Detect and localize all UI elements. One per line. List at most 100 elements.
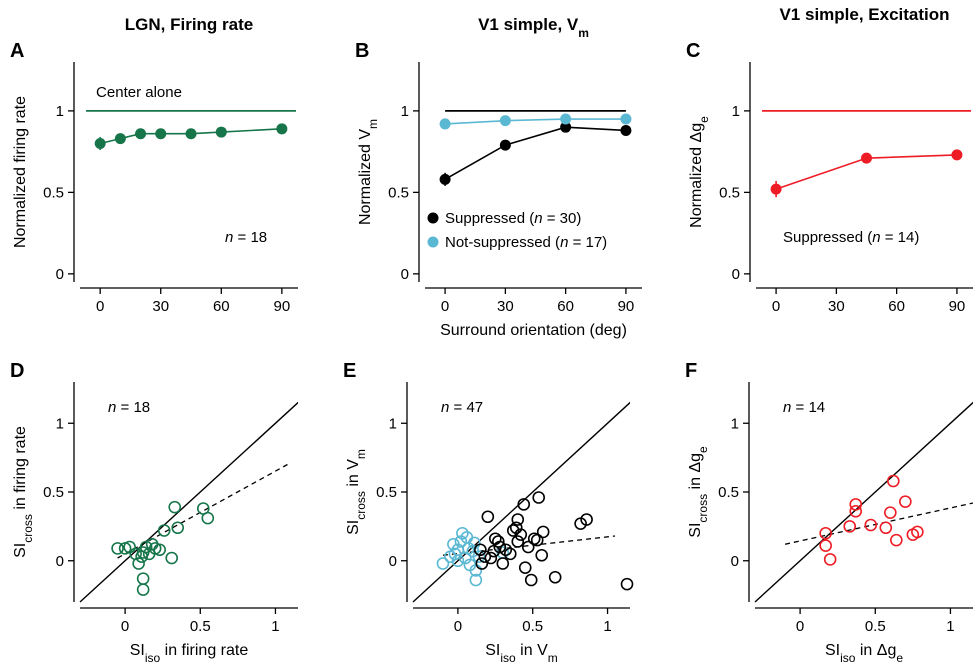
scatter-point: [456, 526, 469, 540]
data-point: [215, 126, 227, 138]
y-axis-label-text: Normalized Δg: [688, 123, 705, 228]
y-axis-label: Normalized Δge: [688, 116, 711, 228]
x-axis-label-sub2: m: [548, 651, 558, 663]
x-axis-label-text: Surround orientation (deg): [440, 322, 627, 339]
n-annotation: n = 47: [441, 399, 483, 416]
y-axis-label-text: Normalized V: [357, 129, 374, 225]
panel-title: V1 simple, Vm: [478, 15, 589, 40]
y-tick-label: 0: [731, 553, 739, 570]
data-point: [499, 139, 511, 151]
scatter-point: [879, 521, 893, 535]
scatter-point: [136, 583, 150, 596]
y-axis-label-sub: e: [697, 116, 711, 123]
scatter-point: [620, 577, 634, 591]
data-point: [620, 124, 632, 136]
n-annotation: n = 14: [783, 399, 825, 416]
y-tick-label: 0: [401, 266, 409, 283]
y-tick-label: 0.5: [719, 184, 740, 201]
legend-marker: [427, 212, 439, 224]
y-tick-label: 1: [56, 103, 64, 120]
x-tick-label: 90: [618, 298, 635, 315]
scatter-point: [890, 533, 903, 547]
x-axis-label-rest: in V: [516, 642, 548, 659]
scatter-point: [518, 561, 532, 574]
data-point: [951, 149, 963, 161]
scatter-point: [499, 543, 513, 557]
n-label: n: [872, 229, 880, 246]
scatter-point: [481, 510, 495, 524]
data-point: [276, 123, 288, 135]
y-axis-label-text: Normalized firing rate: [12, 96, 29, 248]
scatter-point: [511, 535, 525, 548]
scatter-point: [511, 513, 525, 526]
scatter-point: [548, 570, 562, 584]
y-tick-label: 1: [731, 415, 739, 432]
y-axis-label: SIcross in Vm: [345, 449, 368, 535]
x-tick-label: 0: [454, 618, 462, 635]
scatter-point: [492, 535, 505, 548]
x-axis-label: SIiso in Δge: [825, 642, 903, 663]
scatter-point: [849, 498, 863, 511]
n-value: = 14: [791, 399, 825, 416]
x-tick-label: 60: [213, 298, 230, 315]
scatter-point: [580, 513, 593, 526]
scatter-point: [157, 524, 171, 537]
data-point: [861, 152, 873, 164]
data-point: [560, 121, 572, 133]
x-tick-label: 0: [772, 298, 780, 315]
legend-label: Not-suppressed (n = 17): [445, 234, 607, 251]
panel-letter: B: [355, 40, 369, 62]
data-point: [439, 118, 451, 130]
data-point: [499, 115, 511, 127]
panel-title: LGN, Firing rate: [125, 15, 253, 34]
legend-label-text: Not-suppressed (: [445, 234, 560, 251]
x-axis-label-text: SI: [825, 642, 840, 659]
x-axis-label-rest: in Δg: [855, 642, 896, 659]
data-point: [620, 113, 632, 125]
y-axis-label: Normalized firing rate: [12, 96, 29, 248]
panel-letter: F: [685, 360, 697, 382]
n-value: = 47: [449, 399, 483, 416]
scatter-point: [475, 557, 489, 570]
scatter-point: [536, 525, 550, 539]
scatter-point: [506, 524, 520, 537]
y-axis-label-rest: in Δg: [687, 453, 704, 494]
scatter-point: [524, 573, 538, 587]
y-axis-label-sub: cross: [21, 514, 35, 543]
data-point: [94, 137, 106, 149]
x-axis-label-rest: in firing rate: [160, 642, 248, 659]
x-tick-label: 30: [152, 298, 169, 315]
x-tick-label: 0: [441, 298, 449, 315]
x-axis-label-sub: iso: [145, 651, 161, 663]
x-tick-label: 30: [497, 298, 514, 315]
scatter-point: [823, 553, 837, 566]
n-label: n: [225, 229, 233, 246]
y-axis-label-rest: in firing rate: [12, 426, 29, 514]
x-tick-label: 1: [271, 618, 279, 635]
scatter-point: [469, 573, 483, 587]
x-tick-label: 0.5: [190, 618, 211, 635]
x-axis-label-text: SI: [485, 642, 500, 659]
x-axis-label-sub: iso: [840, 651, 856, 663]
n-annotation: Suppressed (n = 14): [783, 229, 919, 246]
x-tick-label: 0: [96, 298, 104, 315]
scatter-point: [171, 521, 185, 535]
scatter-point: [884, 506, 897, 519]
scatter-point: [509, 521, 523, 535]
panel-title-text: V1 simple, Excitation: [779, 5, 949, 24]
scatter-point: [168, 500, 182, 514]
data-point: [155, 128, 167, 140]
x-axis-label: Surround orientation (deg): [440, 322, 627, 339]
legend-n-value: = 30): [543, 210, 582, 227]
y-axis-label-text: SI: [687, 523, 704, 538]
series-line: [445, 118, 626, 125]
x-tick-label: 1: [603, 618, 611, 635]
x-tick-label: 90: [274, 298, 291, 315]
data-point: [185, 128, 197, 140]
scatter-point: [819, 539, 832, 552]
annotation-text: Suppressed (: [783, 229, 872, 246]
n-value: = 14): [881, 229, 920, 246]
legend-label-text: Suppressed (: [445, 210, 534, 227]
